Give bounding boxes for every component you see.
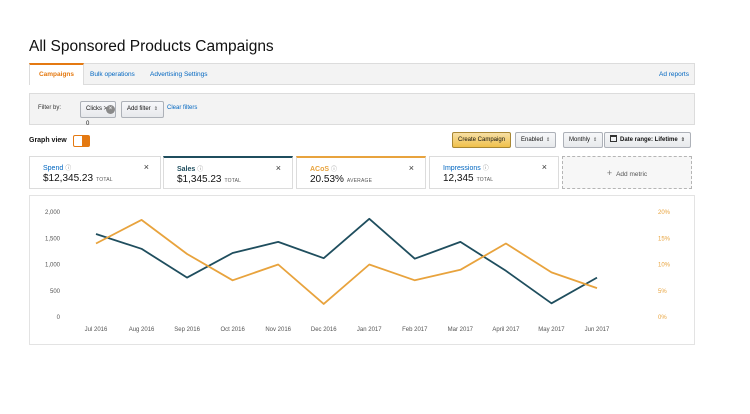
close-icon[interactable]: × [275, 163, 281, 173]
interval-dropdown[interactable]: Monthly ⇕ [563, 132, 604, 148]
metric-name: Spend ⓘ [43, 165, 72, 172]
x-tick-label: Jun 2017 [585, 327, 610, 333]
x-tick-label: Aug 2016 [129, 327, 155, 333]
x-tick-label: Sep 2016 [174, 327, 200, 333]
metric-card-spend[interactable]: Spend ⓘ $12,345.23 TOTAL × [29, 156, 161, 189]
x-tick-label: Oct 2016 [220, 327, 245, 333]
metric-value: 20.53% AVERAGE [310, 174, 373, 185]
y-left-tick-label: 2,000 [45, 210, 61, 216]
caret-icon: ⇕ [593, 137, 598, 143]
metric-value: $12,345.23 TOTAL [43, 173, 113, 184]
y-right-tick-label: 5% [658, 289, 667, 295]
series-line-sales [95, 217, 598, 305]
page-title: All Sponsored Products Campaigns [29, 38, 274, 55]
x-tick-label: Feb 2017 [402, 327, 428, 333]
y-right-tick-label: 15% [658, 236, 671, 242]
close-icon[interactable]: × [541, 162, 547, 172]
help-icon: ⓘ [197, 167, 204, 173]
y-left-tick-label: 500 [50, 289, 61, 295]
metric-name: Impressions ⓘ [443, 165, 489, 172]
metric-value: 12,345 TOTAL [443, 173, 494, 184]
series-line-acos [95, 218, 598, 305]
metric-name: ACoS ⓘ [310, 166, 338, 173]
filter-label: Filter by: [38, 105, 62, 111]
metric-name: Sales ⓘ [177, 166, 204, 173]
metric-cards: Spend ⓘ $12,345.23 TOTAL × Sales ⓘ $1,345… [29, 156, 695, 189]
y-left-tick-label: 1,500 [45, 236, 61, 242]
help-icon: ⓘ [65, 166, 72, 172]
toggle-knob [82, 136, 89, 146]
clear-filters-link[interactable]: Clear filters [167, 105, 198, 111]
caret-icon: ⇕ [546, 137, 551, 143]
x-tick-label: April 2017 [492, 327, 520, 333]
caret-icon: ⇕ [680, 137, 685, 143]
y-left-tick-label: 0 [57, 315, 61, 321]
help-icon: ⓘ [331, 167, 338, 173]
performance-chart-svg: 0 500 1,000 1,500 2,000 0% 5% 10% 15% 20% Jul 2016… [45, 210, 671, 333]
add-filter-button[interactable]: Add filter ⇕ [121, 101, 164, 118]
tab-bulk-operations[interactable]: Bulk operations [90, 71, 135, 78]
y-left-tick-label: 1,000 [45, 263, 61, 269]
calendar-icon [610, 135, 617, 142]
tab-bar: Campaigns Bulk operations Advertising Se… [29, 63, 695, 85]
plus-icon: + [606, 168, 613, 178]
x-tick-label: Jul 2016 [85, 327, 108, 333]
performance-chart: 0 500 1,000 1,500 2,000 0% 5% 10% 15% 20% Jul 2016… [29, 195, 695, 345]
add-metric-button[interactable]: + Add metric [562, 156, 692, 189]
close-icon[interactable]: × [143, 162, 149, 172]
y-right-tick-label: 0% [658, 315, 667, 321]
x-tick-label: Nov 2016 [265, 327, 291, 333]
x-tick-label: Jan 2017 [357, 327, 382, 333]
y-right-tick-label: 20% [658, 210, 671, 216]
caret-icon: ⇕ [153, 106, 158, 112]
y-right-tick-label: 10% [658, 263, 671, 269]
date-range-dropdown[interactable]: Date range: Lifetime ⇕ [604, 132, 691, 148]
tab-campaigns[interactable]: Campaigns [29, 63, 84, 85]
add-metric-label: Add metric [616, 171, 648, 178]
x-tick-label: Dec 2016 [311, 327, 337, 333]
x-tick-label: May 2017 [538, 327, 565, 333]
ad-reports-link[interactable]: Ad reports [659, 71, 689, 78]
date-range-value: Date range: Lifetime [620, 137, 678, 143]
x-tick-label: Mar 2017 [448, 327, 474, 333]
filter-chip-label: Clicks > 0 [86, 106, 108, 127]
metric-card-impressions[interactable]: Impressions ⓘ 12,345 TOTAL × [429, 156, 559, 189]
add-filter-label: Add filter [127, 106, 151, 112]
graph-view-toggle[interactable] [73, 135, 90, 147]
filter-bar: Filter by: Clicks > 0 × Add filter ⇕ Clea… [29, 93, 695, 127]
metric-value: $1,345.23 TOTAL [177, 174, 242, 185]
metric-card-acos[interactable]: ACoS ⓘ 20.53% AVERAGE × [296, 156, 426, 189]
interval-value: Monthly [569, 137, 591, 143]
tab-advertising-settings[interactable]: Advertising Settings [150, 71, 208, 78]
close-icon[interactable]: × [408, 163, 414, 173]
status-value: Enabled [521, 137, 544, 143]
graph-view-label: Graph view [29, 137, 67, 144]
help-icon: ⓘ [482, 166, 489, 172]
create-campaign-button[interactable]: Create Campaign [452, 132, 512, 148]
metric-card-sales[interactable]: Sales ⓘ $1,345.23 TOTAL × [163, 156, 293, 189]
remove-filter-icon[interactable]: × [106, 105, 115, 114]
status-dropdown[interactable]: Enabled ⇕ [515, 132, 557, 148]
